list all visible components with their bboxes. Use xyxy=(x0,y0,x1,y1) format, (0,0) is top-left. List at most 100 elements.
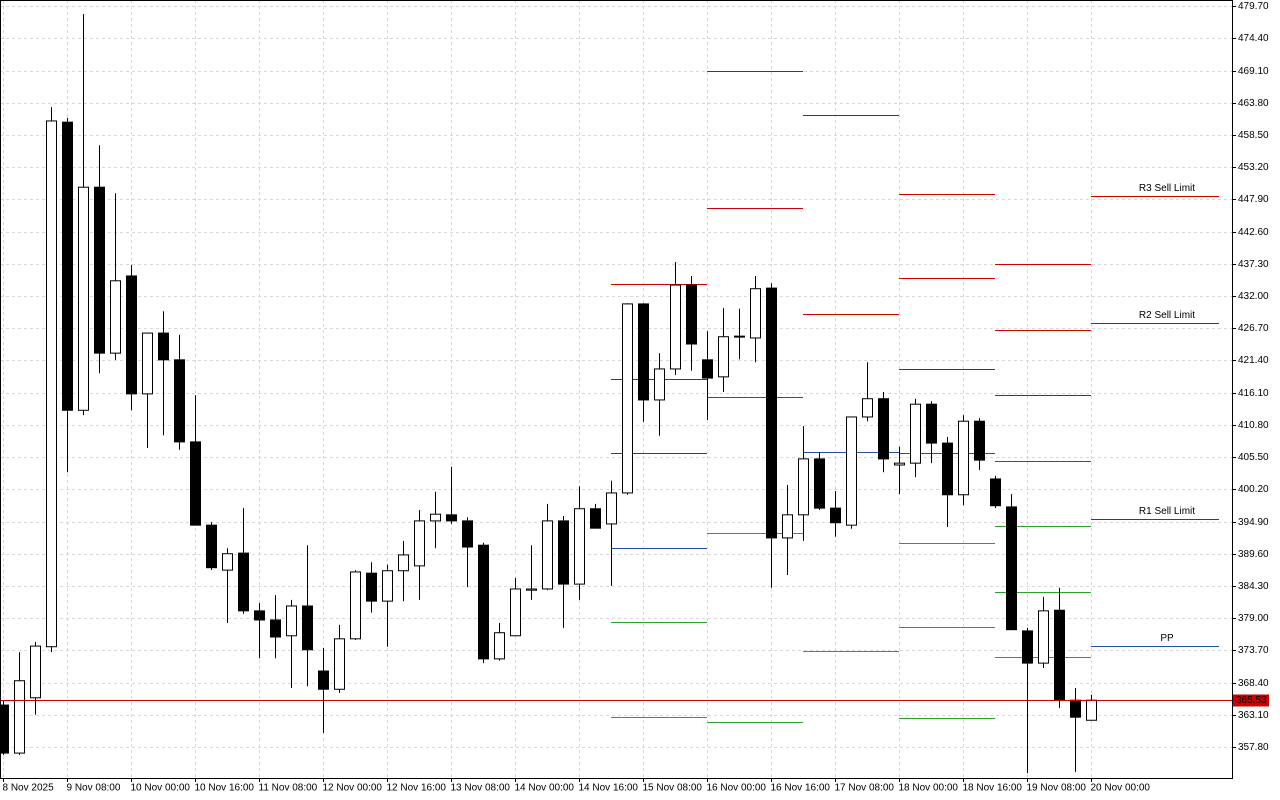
x-tick-label: 12 Nov 00:00 xyxy=(323,783,383,794)
candle-body xyxy=(590,508,601,529)
current-price-label: 365.53 xyxy=(1236,695,1267,706)
plot-border xyxy=(0,0,1233,779)
candle-body xyxy=(462,520,473,548)
candle-body xyxy=(494,632,505,660)
candle-body xyxy=(926,403,937,444)
candle-body xyxy=(750,288,761,339)
x-tick-label: 14 Nov 00:00 xyxy=(515,783,575,794)
candle-body xyxy=(734,335,745,338)
x-tick-label: 12 Nov 16:00 xyxy=(387,783,447,794)
pivot-label: R2 Sell Limit xyxy=(1139,310,1195,321)
candle-body xyxy=(286,605,297,637)
candle-body xyxy=(414,520,425,567)
y-tick-label: 469.10 xyxy=(1238,66,1269,77)
candle-body xyxy=(622,303,633,494)
pivot-label: R3 Sell Limit xyxy=(1139,183,1195,194)
candle-body xyxy=(814,458,825,509)
y-tick-label: 463.80 xyxy=(1238,98,1269,109)
x-tick-label: 15 Nov 08:00 xyxy=(643,783,703,794)
candle-body xyxy=(126,275,137,395)
x-tick-label: 14 Nov 16:00 xyxy=(579,783,639,794)
x-tick-label: 9 Nov 08:00 xyxy=(67,783,121,794)
x-tick-label: 8 Nov 2025 xyxy=(3,783,55,794)
candle-body xyxy=(334,638,345,690)
candle-body xyxy=(1070,699,1081,718)
candle-body xyxy=(78,186,89,411)
candle-body xyxy=(1022,630,1033,664)
candle-body xyxy=(1006,506,1017,631)
pivot-label: PP xyxy=(1160,633,1174,644)
candles xyxy=(0,13,1097,774)
candle-body xyxy=(798,458,809,516)
candle-body xyxy=(478,544,489,660)
candle-body xyxy=(302,605,313,651)
candle-body xyxy=(46,120,57,648)
candle-body xyxy=(1038,610,1049,664)
y-tick-label: 389.60 xyxy=(1238,549,1269,560)
candle-body xyxy=(894,462,905,466)
candle-body xyxy=(510,588,521,637)
y-tick-label: 357.80 xyxy=(1238,742,1269,753)
candle-body xyxy=(110,280,121,354)
x-tick-label: 18 Nov 16:00 xyxy=(963,783,1023,794)
y-tick-label: 421.40 xyxy=(1238,355,1269,366)
y-tick-label: 384.30 xyxy=(1238,581,1269,592)
candle-body xyxy=(94,186,105,354)
candle-body xyxy=(670,284,681,370)
y-tick-label: 426.70 xyxy=(1238,323,1269,334)
candle-body xyxy=(1086,699,1097,721)
candle-body xyxy=(0,704,9,754)
y-tick-label: 394.90 xyxy=(1238,517,1269,528)
candle-body xyxy=(718,336,729,378)
candle-body xyxy=(958,420,969,496)
current-price-box xyxy=(1233,694,1269,707)
candle-body xyxy=(446,514,457,522)
y-tick-label: 479.70 xyxy=(1238,1,1269,12)
x-tick-label: 19 Nov 08:00 xyxy=(1027,783,1087,794)
candle-body xyxy=(174,359,185,443)
candle-body xyxy=(654,368,665,401)
candle-body xyxy=(430,513,441,522)
candle-body xyxy=(398,554,409,572)
y-tick-label: 432.00 xyxy=(1238,291,1269,302)
y-tick-label: 416.10 xyxy=(1238,388,1269,399)
x-tick-label: 10 Nov 00:00 xyxy=(131,783,191,794)
candle-body xyxy=(206,524,217,569)
candle-body xyxy=(142,332,153,395)
candle-body xyxy=(638,303,649,401)
y-tick-label: 453.20 xyxy=(1238,162,1269,173)
candle-body xyxy=(990,478,1001,507)
candle-body xyxy=(526,588,537,591)
y-tick-label: 410.80 xyxy=(1238,420,1269,431)
y-tick-label: 447.90 xyxy=(1238,194,1269,205)
y-tick-label: 379.00 xyxy=(1238,613,1269,624)
y-tick-label: 363.10 xyxy=(1238,710,1269,721)
candle-body xyxy=(702,359,713,379)
y-tick-label: 368.40 xyxy=(1238,678,1269,689)
candle-body xyxy=(222,553,233,571)
candle-body xyxy=(558,520,569,585)
y-tick-label: 437.30 xyxy=(1238,259,1269,270)
candle-body xyxy=(878,398,889,460)
candle-body xyxy=(254,610,265,621)
candle-body xyxy=(862,398,873,418)
candle-body xyxy=(942,442,953,496)
candle-body xyxy=(606,492,617,525)
x-tick-label: 16 Nov 16:00 xyxy=(771,783,831,794)
candle-body xyxy=(1054,609,1065,701)
candle-body xyxy=(62,121,73,411)
candle-body xyxy=(766,287,777,539)
candle-body xyxy=(190,441,201,526)
candle-body xyxy=(542,520,553,590)
y-tick-label: 373.70 xyxy=(1238,645,1269,656)
x-tick-label: 11 Nov 08:00 xyxy=(259,783,318,794)
candle-body xyxy=(574,508,585,585)
candle-body xyxy=(846,416,857,526)
candle-body xyxy=(14,680,25,754)
candle-body xyxy=(270,619,281,638)
candle-body xyxy=(830,507,841,524)
candle-body xyxy=(366,572,377,602)
x-tick-label: 10 Nov 16:00 xyxy=(195,783,255,794)
